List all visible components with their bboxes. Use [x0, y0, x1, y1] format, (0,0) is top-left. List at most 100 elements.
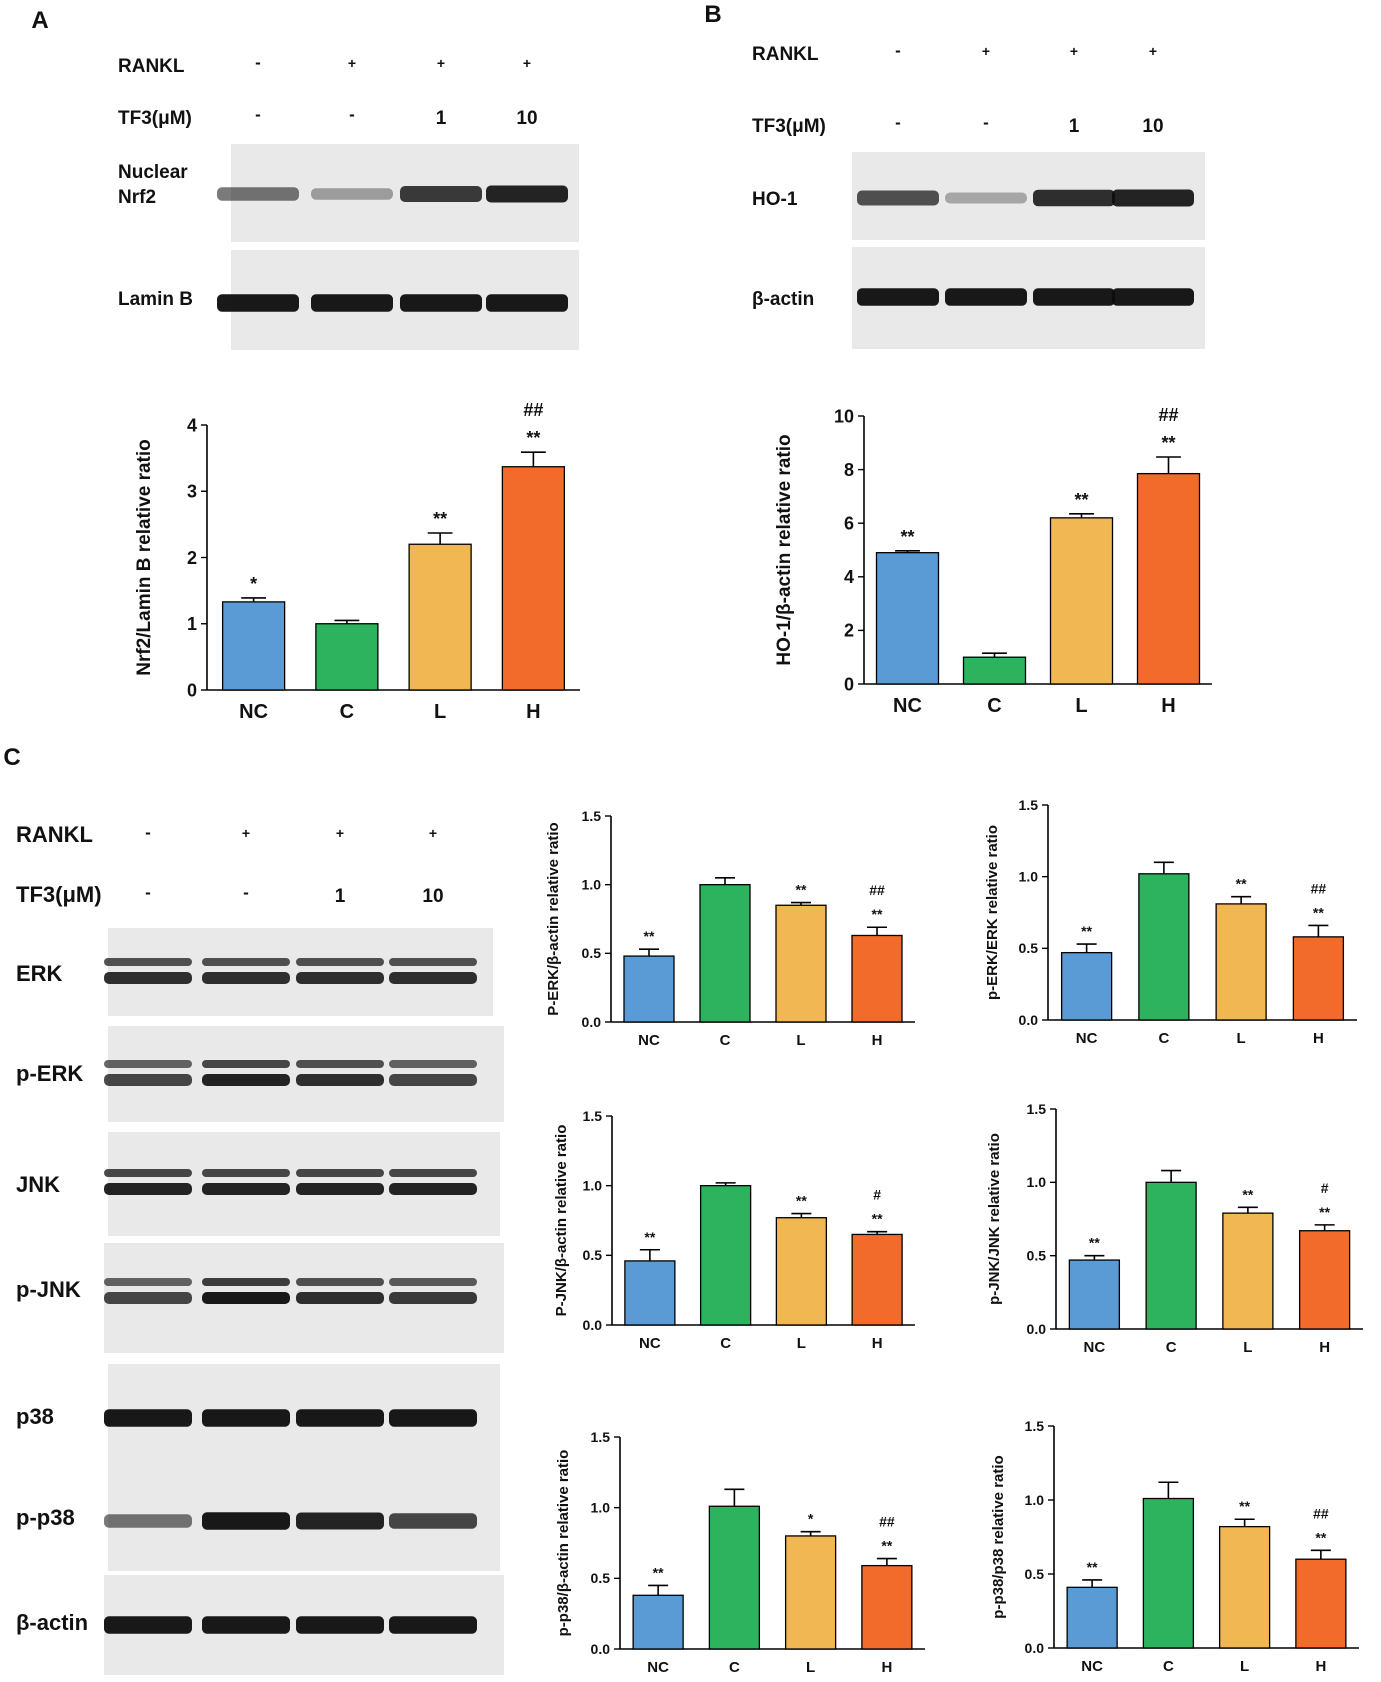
category-label: H — [526, 701, 540, 723]
significance-star: ** — [796, 1193, 807, 1209]
significance-star: ** — [653, 1564, 664, 1580]
blot-band — [389, 1074, 477, 1086]
condition-value: - — [895, 41, 901, 60]
y-tick-label: 0.5 — [1027, 1248, 1047, 1264]
condition-value: 1 — [1069, 116, 1080, 137]
category-label: C — [1158, 1030, 1169, 1047]
category-label: C — [729, 1659, 740, 1676]
blot-band — [389, 1169, 477, 1177]
y-tick-label: 0.5 — [1025, 1566, 1045, 1582]
bar-nc — [623, 955, 675, 1023]
bar-c — [699, 1185, 752, 1326]
blot-band — [400, 294, 482, 312]
category-label: L — [797, 1335, 806, 1352]
category-label: L — [1237, 1030, 1246, 1047]
blot-band — [486, 294, 568, 312]
blot-laminb: Lamin B — [118, 250, 579, 350]
blot-label: β-actin — [752, 289, 814, 310]
y-tick-label: 1.0 — [1019, 869, 1039, 885]
y-tick-label: 2 — [187, 548, 197, 568]
significance-hash: ## — [1158, 405, 1178, 425]
rankl-label: RANKL — [752, 44, 819, 65]
bar-l — [1222, 1212, 1274, 1330]
y-axis-label: p-ERK/ERK relative ratio — [984, 825, 1001, 1000]
blot-band — [217, 294, 299, 312]
condition-value: + — [1070, 43, 1078, 59]
bar-l — [408, 543, 472, 691]
bar-c — [699, 884, 751, 1023]
category-label: H — [872, 1032, 883, 1049]
y-tick-label: 1.5 — [1025, 1418, 1045, 1434]
condition-value: + — [1149, 43, 1157, 59]
blot-band — [104, 1169, 192, 1177]
category-label: H — [881, 1659, 892, 1676]
blot-band — [202, 1292, 290, 1304]
y-tick-label: 1.5 — [1019, 797, 1039, 813]
bar-c — [708, 1505, 761, 1650]
blot-band — [104, 1183, 192, 1195]
bar-h — [1136, 472, 1201, 685]
blot-label: HO-1 — [752, 189, 798, 210]
condition-value: + — [336, 825, 344, 841]
y-tick-label: 1.0 — [591, 1500, 611, 1516]
y-tick-label: 0 — [187, 680, 197, 700]
blot-label: β-actin — [16, 1610, 88, 1635]
y-tick-label: 0.0 — [1019, 1012, 1039, 1028]
blot-band — [296, 1512, 384, 1530]
panel-b: B RANKL - + + + TF3(μM) - - 1 10 HO-1 β-actin — [704, 1, 1205, 349]
category-label: NC — [639, 1335, 661, 1352]
blot-band — [104, 1292, 192, 1304]
blot-band — [389, 1060, 477, 1068]
significance-star: ** — [1081, 923, 1092, 939]
bar-nc — [624, 1260, 676, 1326]
significance-star: ** — [796, 882, 807, 898]
bar-h — [1292, 936, 1345, 1021]
y-tick-label: 0.5 — [591, 1570, 611, 1586]
y-tick-label: 1.0 — [1027, 1174, 1047, 1190]
significance-star: ** — [1242, 1186, 1253, 1202]
tf3-label: TF3(μM) — [118, 108, 192, 129]
condition-value: + — [242, 825, 250, 841]
bar-l — [775, 904, 827, 1023]
significance-hash: # — [1321, 1180, 1329, 1196]
blot-band — [104, 1278, 192, 1286]
blot-band — [389, 972, 477, 984]
condition-value: + — [982, 43, 990, 59]
blot-band — [202, 1278, 290, 1286]
blot--actin: β-actin — [752, 247, 1205, 349]
significance-hash: ## — [1313, 1505, 1329, 1521]
y-tick-label: 4 — [844, 567, 854, 587]
significance-star: ** — [881, 1538, 892, 1554]
category-label: H — [1315, 1658, 1326, 1675]
y-axis-label: P-ERK/β-actin relative ratio — [545, 822, 562, 1015]
y-tick-label: 0.5 — [583, 1247, 603, 1263]
condition-value: - — [255, 105, 261, 124]
blot-band — [202, 958, 290, 966]
chart-c2: 0.0 0.5 1.0 1.5 p-ERK/ERK relative ratio NC **… — [984, 797, 1357, 1047]
blot-p-p38: p-p38 — [16, 1471, 500, 1571]
blot-band — [104, 1514, 192, 1528]
significance-star: ** — [1239, 1498, 1250, 1514]
significance-star: ** — [1313, 904, 1324, 920]
category-label: H — [1313, 1030, 1324, 1047]
blot-band — [296, 1169, 384, 1177]
condition-value: 10 — [1142, 116, 1163, 137]
blot-band — [202, 1409, 290, 1427]
bar-l — [775, 1217, 828, 1326]
chart-c3: 0.0 0.5 1.0 1.5 P-JNK/β-actin relative ratio… — [553, 1108, 915, 1352]
blot-band — [104, 958, 192, 966]
condition-value: - — [895, 113, 901, 132]
y-tick-label: 0.0 — [582, 1014, 602, 1030]
blot-band — [857, 288, 939, 306]
blot-band — [104, 1616, 192, 1634]
significance-star: ** — [1319, 1204, 1330, 1220]
category-label: L — [806, 1659, 815, 1676]
rankl-label: RANKL — [16, 822, 93, 847]
significance-star: ** — [644, 1229, 655, 1245]
y-tick-label: 8 — [844, 460, 854, 480]
bar-h — [501, 466, 566, 691]
bar-l — [784, 1535, 837, 1650]
category-label: C — [1163, 1658, 1174, 1675]
bar-h — [1295, 1558, 1347, 1649]
